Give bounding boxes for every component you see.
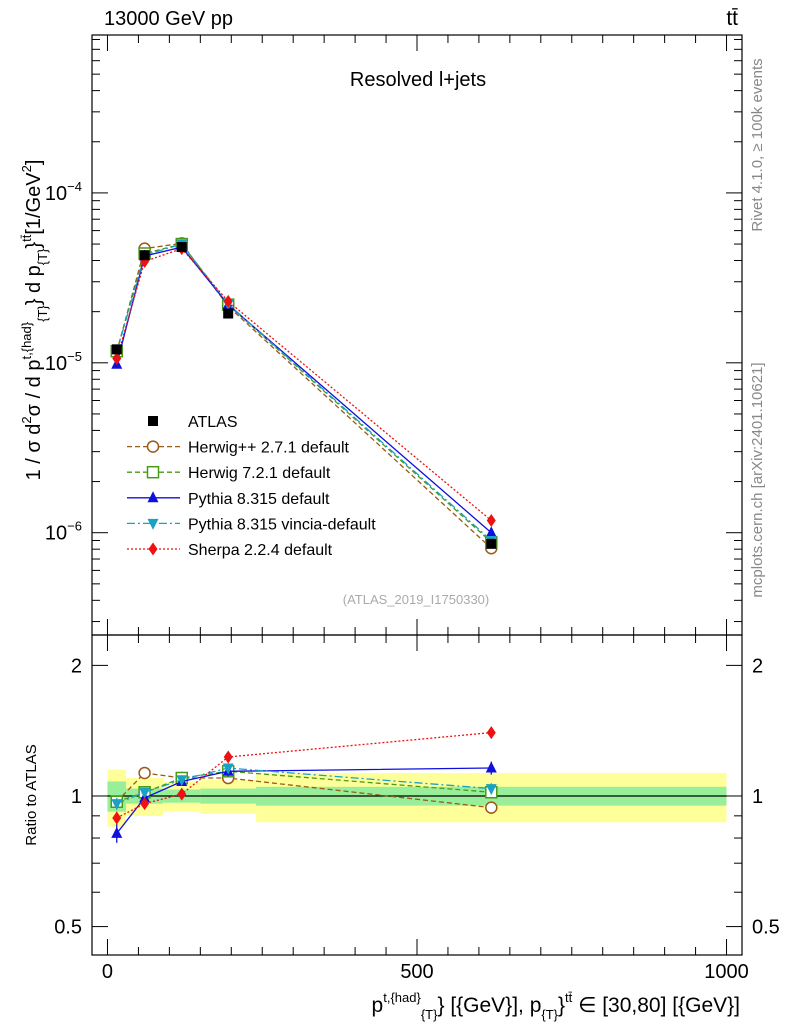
legend: ATLAS Herwig++ 2.7.1 default Herwig 7.2.1 …: [127, 414, 376, 559]
xlabel-sub: {T}: [541, 1007, 558, 1022]
xlabel-part: ∈ [30,80] [{GeV}]: [572, 994, 740, 1017]
svg-text:1 / σ d2σ / d pt,{had}{T}} d p: 1 / σ d2σ / d pt,{had}{T}} d p{T}}tt̄[1/…: [19, 160, 50, 481]
legend-entry: Pythia 8.315 vincia-default: [127, 516, 376, 533]
legend-entry: Herwig++ 2.7.1 default: [127, 440, 350, 457]
ratio-series: [110, 726, 498, 843]
ratio-point: [140, 797, 150, 811]
legend-marker: [146, 440, 160, 453]
ratio-panel: 0.5 0.5 1 1 2 2 0 500 1000: [54, 634, 780, 983]
analysis-id: (ATLAS_2019_I1750330): [343, 592, 489, 607]
ratio-point: [112, 811, 122, 825]
xlabel-part: }: [558, 994, 565, 1017]
legend-marker: [147, 518, 159, 530]
legend-marker: [148, 416, 158, 426]
source-text: mcplots.cern.ch [arXiv:2401.10621]: [749, 362, 766, 597]
ratio-point: [177, 787, 187, 801]
ylabel-sub: {T}: [35, 248, 50, 265]
ylabel-sup: t,{had}: [19, 321, 34, 359]
x-axis-label: pt,{had}{T}} [{GeV}], p{T}}tt̄ ∈ [30,80]…: [372, 990, 740, 1022]
ratio-point: [485, 784, 497, 796]
main-panel: Resolved l+jets (ATLAS_2019_I1750330) 10…: [45, 34, 743, 636]
ylabel-part: } d p: [23, 265, 45, 305]
data-point: [112, 352, 122, 366]
xlabel-part: } [{GeV}], p: [437, 994, 541, 1017]
xlabel-sup: t,{had}: [383, 990, 421, 1005]
ratio-y-axis-label: Ratio to ATLAS: [23, 744, 40, 845]
rivet-version-text: Rivet 4.1.0, ≥ 100k events: [749, 58, 766, 231]
ratio-sherpa-2-2-4-default: [112, 726, 496, 825]
main-series: [110, 237, 498, 555]
y-tick-label: 10−5: [45, 349, 82, 375]
ratio-y-tick-label: 0.5: [54, 917, 82, 939]
legend-marker: [147, 491, 159, 503]
ratio-point: [138, 766, 151, 780]
ratio-point: [176, 775, 188, 787]
legend-entry: Pythia 8.315 default: [127, 491, 330, 508]
legend-label: Pythia 8.315 default: [188, 491, 330, 508]
ylabel-sub: {T}: [35, 305, 50, 322]
ratio-y-tick-label: 1: [71, 786, 82, 808]
data-point: [111, 344, 122, 355]
ylabel-sup: 2: [19, 416, 34, 423]
ratio-point: [139, 787, 151, 799]
data-point: [486, 538, 497, 549]
xlabel-sup: tt̄: [565, 990, 573, 1005]
ratio-y-tick-label: 2: [71, 655, 82, 677]
ylabel-part: ]: [23, 160, 45, 166]
series-sherpa-2-2-4-default: [112, 242, 496, 527]
legend-label: Sherpa 2.2.4 default: [188, 542, 333, 559]
ratio-point: [223, 750, 233, 764]
x-tick-label: 1000: [704, 961, 749, 983]
ylabel-part: 1 / σ d: [23, 424, 45, 481]
ratio-pythia-8-315-vincia-default: [111, 763, 497, 811]
x-tick-label: 0: [102, 961, 113, 983]
ylabel-sup: 2: [19, 165, 34, 172]
legend-entry: ATLAS: [148, 414, 238, 431]
process-label: tt̄: [726, 7, 738, 30]
ylabel-part: [1/GeV: [23, 172, 45, 235]
ylabel-sup: tt̄: [19, 234, 34, 242]
legend-label: ATLAS: [188, 414, 238, 431]
data-point: [223, 308, 234, 319]
ratio-point: [485, 761, 497, 773]
legend-label: Herwig 7.2.1 default: [188, 465, 331, 482]
main-axis-ticks: 10−6 10−5 10−4: [45, 35, 742, 635]
ratio-point: [222, 763, 234, 775]
data-point: [176, 242, 187, 253]
data-point: [139, 250, 150, 261]
legend-marker: [146, 465, 160, 479]
legend-marker: [148, 542, 158, 556]
ylabel-part: σ / d p: [23, 360, 45, 417]
ratio-point: [111, 826, 123, 838]
ratio-axis-ticks: 0.5 0.5 1 1 2 2 0 500 1000: [54, 635, 780, 983]
x-tick-label: 500: [400, 961, 433, 983]
y-tick-label: 10−6: [45, 519, 82, 545]
ratio-point: [485, 801, 498, 814]
main-y-axis-label: 1 / σ d2σ / d pt,{had}{T}} d p{T}}tt̄[1/…: [19, 160, 50, 481]
ratio-point: [111, 799, 123, 811]
ratio-y-tick-label-right: 0.5: [752, 917, 780, 939]
legend-entry: Sherpa 2.2.4 default: [127, 542, 333, 559]
y-tick-label: 10−4: [45, 179, 82, 205]
energy-label: 13000 GeV pp: [104, 8, 233, 30]
plot-title: Resolved l+jets: [350, 69, 486, 91]
ylabel-part: }: [23, 242, 45, 249]
ratio-line: [116, 772, 492, 809]
data-point: [223, 294, 233, 308]
ratio-y-tick-label-right: 1: [752, 786, 763, 808]
xlabel-part: p: [372, 994, 384, 1017]
legend-label: Herwig++ 2.7.1 default: [188, 440, 350, 457]
data-point: [485, 526, 497, 538]
data-point: [486, 513, 496, 527]
series-atlas: [111, 242, 497, 549]
ratio-point: [486, 726, 496, 740]
ratio-y-tick-label-right: 2: [752, 655, 763, 677]
legend-label: Pythia 8.315 vincia-default: [188, 516, 376, 533]
legend-entry: Herwig 7.2.1 default: [127, 465, 331, 482]
xlabel-sub: {T}: [421, 1007, 438, 1022]
